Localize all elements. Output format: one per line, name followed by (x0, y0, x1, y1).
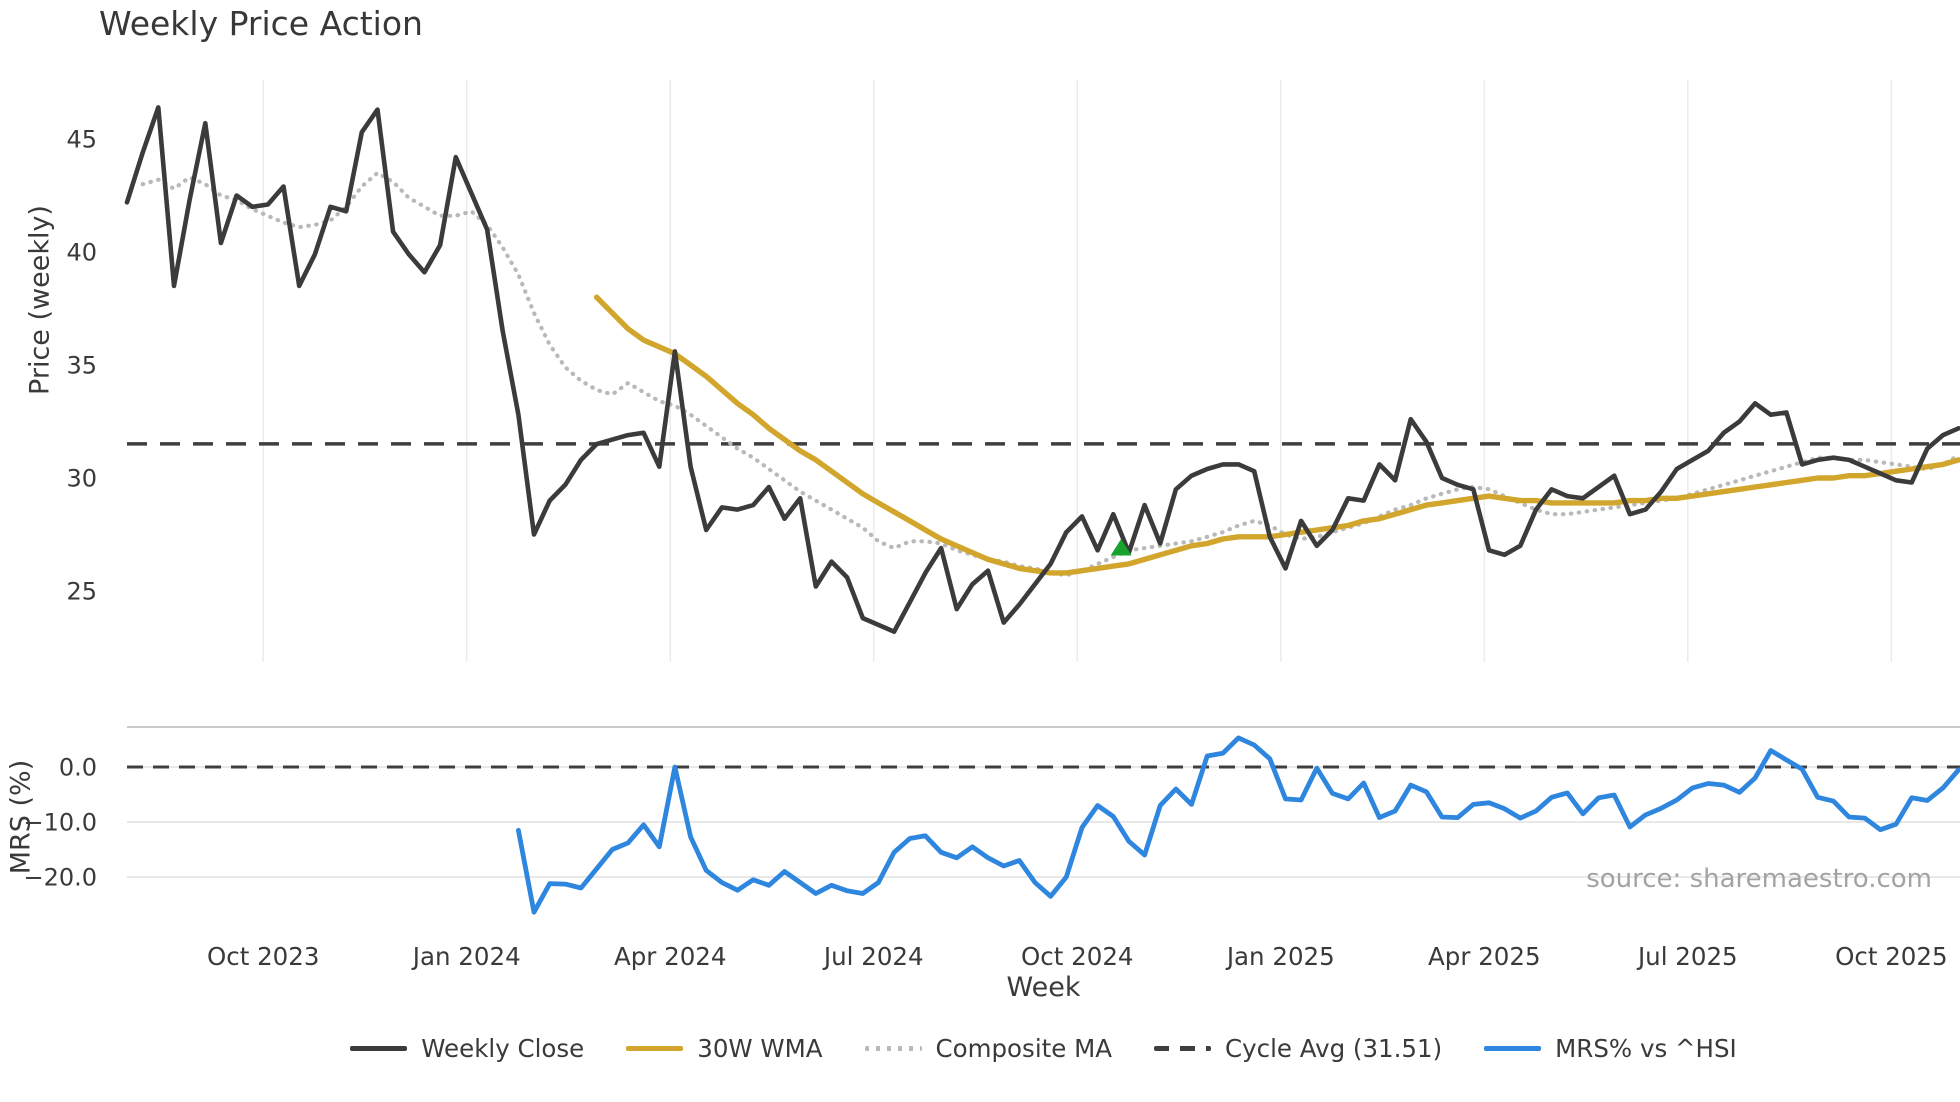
legend-item-composite-ma: Composite MA (864, 1034, 1112, 1063)
price-tick-label: 25 (66, 578, 97, 606)
wma-swatch-icon (626, 1046, 684, 1051)
x-tick-label: Apr 2025 (1428, 942, 1541, 971)
price-axis-label: Price (weekly) (24, 205, 56, 395)
source-credit: source: sharemaestro.com (1586, 864, 1932, 894)
mrs-swatch-icon (1484, 1046, 1542, 1051)
x-tick-label: Oct 2024 (1021, 942, 1134, 971)
weekly-close-line (124, 105, 1960, 635)
legend-item-mrs: MRS% vs ^HSI (1484, 1034, 1737, 1063)
composite-ma-swatch-icon (864, 1046, 922, 1051)
x-tick-label: Jul 2025 (1636, 942, 1738, 971)
composite-ma-line (140, 170, 1960, 578)
mrs-axis-label: MRS (%) (5, 759, 37, 875)
x-tick-label: Jul 2024 (822, 942, 924, 971)
price-tick-label: 45 (66, 126, 97, 154)
chart-title: Weekly Price Action (99, 4, 423, 43)
legend: Weekly Close 30W WMA Composite MA Cycle … (127, 1034, 1960, 1063)
price-tick-label: 35 (66, 352, 97, 380)
mrs-line (516, 735, 1960, 915)
mrs-tick-label: −20.0 (23, 864, 97, 892)
mrs-tick-label: −10.0 (23, 809, 97, 837)
x-tick-label: Oct 2025 (1835, 942, 1948, 971)
legend-item-cycle-avg: Cycle Avg (31.51) (1154, 1034, 1442, 1063)
legend-label: Cycle Avg (31.51) (1225, 1034, 1443, 1063)
week-axis-label: Week (1006, 972, 1081, 1003)
legend-label: Composite MA (935, 1034, 1112, 1063)
mrs-tick-label: 0.0 (59, 754, 97, 782)
x-tick-label: Apr 2024 (614, 942, 727, 971)
price-tick-label: 30 (66, 465, 97, 493)
legend-item-30w-wma: 30W WMA (626, 1034, 823, 1063)
x-tick-label: Jan 2024 (411, 942, 521, 971)
buy-signal-marker-icon (1110, 539, 1132, 556)
x-tick-label: Jan 2025 (1225, 942, 1335, 971)
legend-label: Weekly Close (421, 1034, 585, 1063)
cycle-avg-swatch-icon (1154, 1046, 1211, 1051)
legend-item-weekly-close: Weekly Close (350, 1034, 584, 1063)
price-tick-label: 40 (66, 239, 97, 267)
x-tick-label: Oct 2023 (207, 942, 320, 971)
legend-label: MRS% vs ^HSI (1555, 1034, 1737, 1063)
weekly-close-swatch-icon (350, 1046, 408, 1051)
legend-label: 30W WMA (697, 1034, 823, 1063)
wma-line (593, 294, 1960, 576)
